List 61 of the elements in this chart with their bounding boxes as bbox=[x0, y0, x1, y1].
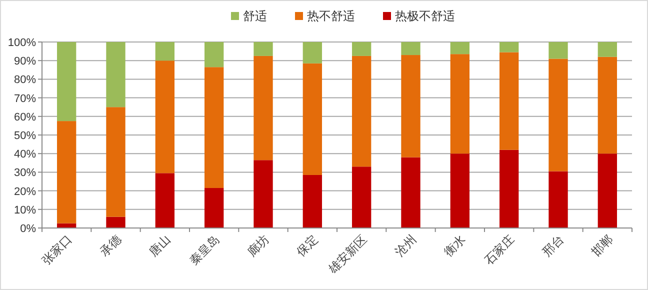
bar bbox=[302, 174, 322, 228]
bar bbox=[204, 188, 224, 228]
bar bbox=[155, 60, 175, 174]
x-tick-label: 秦皇岛 bbox=[186, 232, 222, 268]
legend-label: 热不舒适 bbox=[307, 9, 355, 23]
y-tick-label: 70% bbox=[14, 92, 36, 105]
bar bbox=[254, 160, 273, 228]
bar bbox=[450, 154, 470, 228]
x-tick-label: 唐山 bbox=[146, 232, 174, 260]
legend-label: 舒适 bbox=[243, 9, 267, 23]
legend-label: 热极不舒适 bbox=[395, 9, 455, 23]
x-tick-label: 衡水 bbox=[441, 232, 468, 260]
y-tick-label: 100% bbox=[8, 37, 36, 49]
bar bbox=[302, 42, 322, 64]
bar bbox=[352, 56, 372, 167]
bar bbox=[598, 154, 618, 228]
y-tick-label: 60% bbox=[14, 111, 36, 124]
y-tick-label: 30% bbox=[14, 167, 36, 180]
x-tick-label: 邢台 bbox=[540, 232, 566, 260]
bar bbox=[499, 150, 519, 228]
bar bbox=[548, 58, 568, 172]
x-tick-label: 廊坊 bbox=[244, 232, 272, 260]
bar bbox=[106, 42, 126, 108]
x-tick-label: 石家庄 bbox=[482, 232, 518, 268]
bar bbox=[401, 42, 420, 56]
y-tick-label: 50% bbox=[14, 130, 36, 142]
y-tick-label: 10% bbox=[14, 204, 36, 216]
y-tick-label: 80% bbox=[14, 74, 36, 86]
bar bbox=[548, 42, 568, 59]
bar bbox=[352, 166, 372, 228]
bar bbox=[401, 55, 420, 158]
x-tick-label: 沧州 bbox=[392, 232, 419, 260]
bar bbox=[499, 42, 519, 52]
bar bbox=[254, 42, 273, 56]
bar bbox=[450, 54, 470, 154]
x-tick-label: 邯郸 bbox=[588, 232, 616, 260]
bar bbox=[204, 42, 224, 68]
bar bbox=[450, 42, 470, 54]
bar bbox=[106, 216, 126, 228]
bar bbox=[598, 42, 618, 57]
bar bbox=[352, 42, 372, 56]
bar bbox=[106, 107, 126, 217]
bar bbox=[155, 42, 175, 61]
bar bbox=[302, 63, 322, 175]
y-tick-label: 20% bbox=[14, 186, 36, 198]
x-tick-label: 雄安新区 bbox=[325, 232, 370, 277]
y-tick-label: 40% bbox=[14, 148, 36, 161]
y-tick-label: 0% bbox=[20, 223, 36, 235]
x-tick-label: 张家口 bbox=[39, 232, 75, 268]
bar bbox=[56, 42, 76, 122]
bar bbox=[499, 52, 519, 150]
bar bbox=[598, 56, 618, 154]
bar bbox=[548, 171, 568, 228]
x-tick-label: 保定 bbox=[294, 232, 321, 260]
bar bbox=[155, 173, 175, 228]
bar bbox=[401, 157, 420, 228]
x-tick-label: 承德 bbox=[97, 232, 124, 260]
bar bbox=[56, 121, 76, 224]
bar bbox=[254, 56, 273, 160]
bar bbox=[204, 67, 224, 188]
y-tick-label: 90% bbox=[14, 56, 36, 68]
